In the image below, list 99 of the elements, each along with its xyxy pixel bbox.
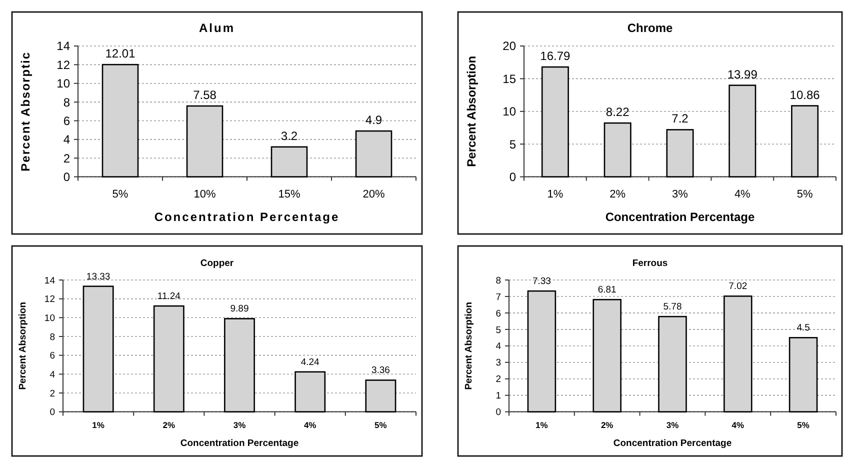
bar <box>82 286 114 412</box>
bar <box>102 64 139 178</box>
bar <box>541 66 569 178</box>
data-label: 3.2 <box>280 128 298 143</box>
data-label: 13.99 <box>727 67 758 82</box>
y-tick-label: 2 <box>63 151 70 166</box>
x-tick-label: 4% <box>304 420 317 430</box>
y-tick-label: 8 <box>496 275 501 286</box>
data-label: 7.02 <box>728 281 748 292</box>
y-tick-label: 10 <box>44 312 55 324</box>
y-tick-label: 6 <box>50 350 55 362</box>
data-label: 4.9 <box>365 113 382 128</box>
y-tick-label: 8 <box>63 95 70 110</box>
y-tick-label: 8 <box>50 332 55 343</box>
y-tick-label: 6 <box>496 308 501 320</box>
data-label: 4.24 <box>300 356 320 368</box>
x-tick-label: 5% <box>374 420 388 430</box>
y-tick-label: 5 <box>509 137 516 152</box>
y-tick-label: 10 <box>56 76 70 91</box>
data-label: 3.36 <box>371 365 390 376</box>
bar <box>791 105 819 178</box>
bar <box>724 295 752 412</box>
y-axis-title: Percent Absorptic <box>18 51 33 172</box>
bar <box>355 130 392 178</box>
y-tick-label: 14 <box>44 275 55 286</box>
bar <box>153 305 184 412</box>
y-tick-label: 15 <box>502 72 516 86</box>
x-tick-label: 2% <box>162 420 176 430</box>
y-tick-label: 2 <box>50 388 55 400</box>
y-tick-label: 0 <box>509 170 516 184</box>
y-axis-title: Percent Absorption <box>464 56 479 167</box>
y-tick-label: 14 <box>56 39 70 54</box>
data-label: 16.79 <box>540 48 571 63</box>
bar <box>294 371 326 412</box>
bar <box>666 129 694 178</box>
x-tick-label: 5% <box>796 188 813 201</box>
y-tick-label: 2 <box>496 374 501 386</box>
x-tick-label: 1% <box>536 420 548 430</box>
y-axis-title: Percent Absorption <box>464 302 475 390</box>
data-label: 7.58 <box>193 88 217 102</box>
bar <box>658 316 687 412</box>
y-axis-title: Percent Absorption <box>18 302 29 390</box>
y-tick-label: 7 <box>496 292 501 303</box>
x-axis-title: Concentration Percentage <box>154 210 340 224</box>
chart-title: Copper <box>200 258 234 269</box>
x-axis-title: Concentration Percentage <box>613 438 732 449</box>
chart-title: Ferrous <box>632 258 668 269</box>
bar <box>592 298 622 412</box>
x-tick-label: 3% <box>233 420 246 430</box>
y-tick-label: 4 <box>63 132 70 147</box>
data-label: 13.33 <box>86 271 110 282</box>
x-tick-label: 1% <box>92 420 105 430</box>
y-tick-label: 12 <box>44 294 55 306</box>
chart-title: Alum <box>199 21 235 35</box>
x-tick-label: 5% <box>112 188 128 201</box>
bar <box>728 84 756 178</box>
data-label: 7.33 <box>532 276 551 288</box>
data-label: 7.2 <box>672 112 689 126</box>
x-tick-label: 4% <box>732 420 744 430</box>
y-tick-label: 0 <box>63 170 70 184</box>
y-tick-label: 0 <box>496 407 501 418</box>
bar <box>527 290 556 412</box>
y-tick-label: 5 <box>496 324 501 336</box>
bar <box>788 337 818 412</box>
x-tick-label: 1% <box>547 188 564 201</box>
x-tick-label: 15% <box>278 188 300 201</box>
data-label: 5.78 <box>663 302 682 313</box>
bar <box>270 146 308 178</box>
data-label: 8.22 <box>606 105 630 120</box>
x-tick-label: 3% <box>666 420 680 430</box>
y-tick-label: 3 <box>496 358 501 369</box>
x-tick-label: 2% <box>600 420 614 430</box>
bar <box>365 380 396 412</box>
bar <box>224 318 255 412</box>
x-axis-title: Concentration Percentage <box>605 210 756 224</box>
bar <box>604 122 632 178</box>
bar <box>186 105 224 178</box>
y-tick-label: 4 <box>496 341 501 352</box>
x-tick-label: 20% <box>362 188 385 201</box>
data-label: 9.89 <box>230 304 249 315</box>
data-label: 6.81 <box>598 284 616 296</box>
y-tick-label: 20 <box>502 39 516 54</box>
y-tick-label: 12 <box>56 58 70 72</box>
x-tick-label: 5% <box>797 420 810 430</box>
y-tick-label: 10 <box>502 104 516 119</box>
x-tick-label: 2% <box>610 188 626 201</box>
x-tick-label: 3% <box>672 188 688 201</box>
chart-title: Chrome <box>627 21 673 35</box>
x-tick-label: 4% <box>734 188 751 201</box>
y-tick-label: 4 <box>50 369 55 380</box>
data-label: 4.5 <box>796 322 810 334</box>
y-tick-label: 0 <box>50 407 55 418</box>
x-axis-title: Concentration Percentage <box>180 438 299 449</box>
data-label: 10.86 <box>790 88 820 102</box>
data-label: 12.01 <box>105 46 136 61</box>
y-tick-label: 6 <box>63 114 70 128</box>
x-tick-label: 10% <box>194 188 216 201</box>
data-label: 11.24 <box>157 290 180 302</box>
y-tick-label: 1 <box>496 390 501 402</box>
